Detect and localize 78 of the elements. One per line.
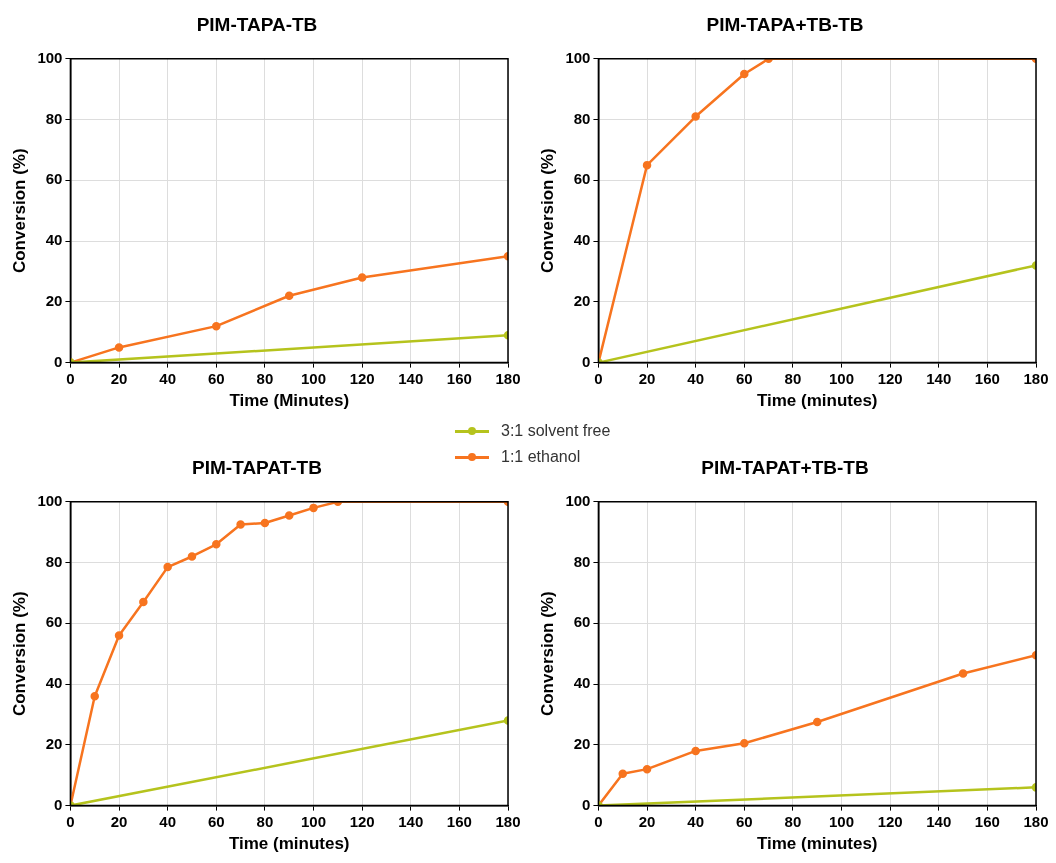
legend-label: 1:1 ethanol [501, 448, 581, 466]
x-tick-label: 120 [877, 369, 903, 387]
x-tick-label: 80 [256, 812, 274, 830]
x-tick-label: 100 [301, 812, 327, 830]
y-tick-label: 0 [582, 352, 591, 370]
y-tick-label: 0 [54, 795, 63, 813]
x-tick-label: 60 [207, 369, 225, 387]
x-tick-label: 140 [926, 369, 952, 387]
y-tick-label: 60 [45, 170, 63, 188]
chart-title: PIM-TAPA-TB [196, 13, 318, 35]
x-tick-label: 180 [495, 812, 521, 830]
x-tick-label: 140 [926, 812, 952, 830]
chart-title: PIM-TAPAT-TB [192, 456, 322, 478]
y-tick-label: 0 [54, 352, 63, 370]
x-tick-label: 160 [446, 369, 472, 387]
x-tick-label: 80 [256, 369, 274, 387]
y-tick-label: 80 [45, 552, 63, 570]
y-tick-label: 20 [45, 734, 63, 752]
y-tick-label: 80 [45, 109, 63, 127]
y-tick-label: 100 [565, 491, 591, 509]
y-axis-title: Conversion (%) [537, 148, 557, 274]
x-tick-label: 100 [829, 369, 855, 387]
y-tick-label: 40 [573, 231, 591, 249]
y-tick-label: 100 [37, 48, 63, 66]
x-tick-label: 0 [594, 369, 603, 387]
x-tick-label: 20 [110, 812, 128, 830]
x-tick-label: 60 [207, 812, 225, 830]
x-axis-title: Time (minutes) [228, 834, 350, 854]
x-axis-title: Time (minutes) [756, 391, 878, 411]
x-tick-label: 140 [398, 812, 424, 830]
x-tick-label: 20 [638, 812, 656, 830]
x-tick-label: 160 [974, 369, 1000, 387]
y-tick-label: 20 [573, 734, 591, 752]
x-tick-label: 0 [66, 812, 75, 830]
x-tick-label: 180 [1023, 369, 1049, 387]
x-tick-label: 180 [1023, 812, 1049, 830]
y-axis-title: Conversion (%) [537, 591, 557, 717]
y-tick-label: 20 [573, 291, 591, 309]
y-tick-label: 60 [573, 613, 591, 631]
chart-title: PIM-TAPA+TB-TB [706, 13, 864, 35]
y-axis-title: Conversion (%) [9, 591, 29, 717]
x-tick-label: 160 [974, 812, 1000, 830]
x-tick-label: 40 [159, 369, 177, 387]
y-tick-label: 100 [37, 491, 63, 509]
x-tick-label: 80 [784, 369, 802, 387]
x-tick-label: 0 [66, 369, 75, 387]
x-tick-label: 100 [301, 369, 327, 387]
x-tick-label: 120 [349, 812, 375, 830]
x-tick-label: 40 [687, 369, 705, 387]
chart-title: PIM-TAPAT+TB-TB [701, 456, 869, 478]
x-tick-label: 60 [735, 812, 753, 830]
x-tick-label: 0 [594, 812, 603, 830]
x-tick-label: 80 [784, 812, 802, 830]
x-tick-label: 180 [495, 369, 521, 387]
x-tick-label: 20 [110, 369, 128, 387]
y-tick-label: 40 [45, 231, 63, 249]
y-tick-label: 40 [45, 674, 63, 692]
y-tick-label: 80 [573, 109, 591, 127]
x-tick-label: 160 [446, 812, 472, 830]
x-tick-label: 140 [398, 369, 424, 387]
x-tick-label: 100 [829, 812, 855, 830]
y-tick-label: 0 [582, 795, 591, 813]
y-axis-title: Conversion (%) [9, 148, 29, 274]
x-tick-label: 120 [877, 812, 903, 830]
x-tick-label: 20 [638, 369, 656, 387]
x-tick-label: 40 [159, 812, 177, 830]
x-tick-label: 60 [735, 369, 753, 387]
y-tick-label: 20 [45, 291, 63, 309]
x-tick-label: 120 [349, 369, 375, 387]
y-tick-label: 60 [45, 613, 63, 631]
x-axis-title: Time (minutes) [756, 834, 878, 854]
x-tick-label: 40 [687, 812, 705, 830]
x-axis-title: Time (Minutes) [229, 391, 350, 411]
y-tick-label: 60 [573, 170, 591, 188]
y-tick-label: 40 [573, 674, 591, 692]
legend-label: 3:1 solvent free [501, 422, 611, 440]
y-tick-label: 100 [565, 48, 591, 66]
y-tick-label: 80 [573, 552, 591, 570]
